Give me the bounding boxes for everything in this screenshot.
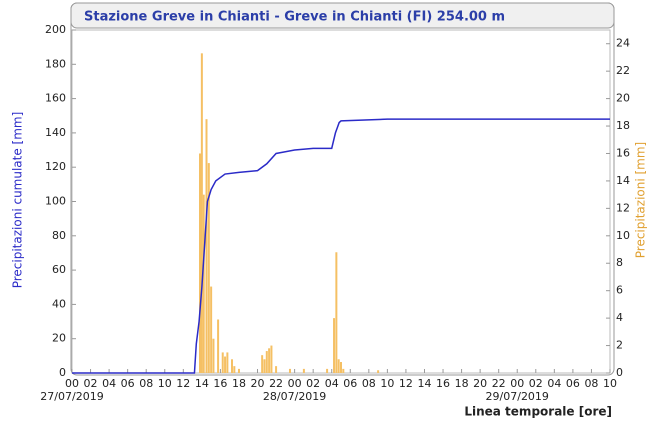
- y-tick-label: 200: [45, 23, 66, 36]
- bar: [207, 163, 210, 373]
- x-tick-label: 14: [195, 377, 209, 390]
- x-tick-label: 12: [176, 377, 190, 390]
- y-tick-label: 120: [45, 160, 66, 173]
- x-tick-label: 10: [158, 377, 172, 390]
- bar: [340, 362, 342, 373]
- y2-tick-label: 18: [616, 119, 630, 132]
- x-date-label: 27/07/2019: [40, 390, 103, 403]
- bar: [205, 119, 208, 374]
- bar: [210, 286, 213, 373]
- x-tick-label: 00: [510, 377, 524, 390]
- x-tick-label: 16: [436, 377, 450, 390]
- x-tick-label: 08: [139, 377, 153, 390]
- x-tick-label: 02: [306, 377, 320, 390]
- bar: [212, 338, 215, 373]
- bar: [288, 368, 291, 373]
- x-tick-label: 14: [417, 377, 431, 390]
- bar: [270, 345, 273, 373]
- x-tick-label: 04: [547, 377, 561, 390]
- x-tick-label: 12: [399, 377, 413, 390]
- x-tick-label: 06: [566, 377, 580, 390]
- y2-tick-label: 8: [616, 256, 623, 269]
- y2-tick-label: 14: [616, 174, 630, 187]
- x-tick-label: 20: [251, 377, 265, 390]
- bar: [261, 355, 264, 373]
- x-tick-label: 00: [288, 377, 302, 390]
- bar: [217, 319, 220, 373]
- x-tick-label: 22: [269, 377, 283, 390]
- y-axis-label: Precipitazioni cumulate [mm]: [11, 112, 25, 289]
- y2-tick-label: 4: [616, 311, 623, 324]
- x-tick-label: 06: [121, 377, 135, 390]
- x-axis-label: Linea temporale [ore]: [464, 405, 612, 419]
- line: [72, 118, 610, 374]
- x-tick-label: 04: [325, 377, 339, 390]
- y-tick-label: 140: [45, 126, 66, 139]
- x-tick-label: 06: [343, 377, 357, 390]
- bar: [275, 366, 278, 373]
- bar: [377, 370, 380, 373]
- y2-tick-label: 10: [616, 229, 630, 242]
- y2-tick-label: 24: [616, 37, 630, 50]
- bar: [268, 348, 271, 373]
- bar: [237, 368, 240, 373]
- y-tick-label: 100: [45, 195, 66, 208]
- y-tick-label: 40: [52, 297, 66, 310]
- y2-tick-label: 2: [616, 339, 623, 352]
- x-tick-label: 10: [380, 377, 394, 390]
- x-date-label: 29/07/2019: [486, 390, 549, 403]
- bar: [333, 318, 336, 373]
- y-tick-label: 80: [52, 229, 66, 242]
- bar: [342, 368, 345, 373]
- y-tick-label: 180: [45, 57, 66, 70]
- y2-tick-label: 20: [616, 92, 630, 105]
- bar: [226, 352, 229, 373]
- x-tick-label: 22: [492, 377, 506, 390]
- y-tick-label: 20: [52, 332, 66, 345]
- plot-area: [71, 29, 611, 374]
- bar: [326, 368, 329, 373]
- y-tick-label: 160: [45, 92, 66, 105]
- x-tick-label: 00: [65, 377, 79, 390]
- x-tick-label: 02: [84, 377, 98, 390]
- y2-tick-label: 0: [616, 366, 623, 379]
- bar: [265, 351, 268, 373]
- y2-tick-label: 16: [616, 146, 630, 159]
- x-date-label: 28/07/2019: [263, 390, 326, 403]
- bar: [200, 53, 203, 373]
- x-tick-label: 18: [232, 377, 246, 390]
- bar: [263, 359, 266, 373]
- bar: [199, 153, 202, 373]
- bar: [337, 359, 340, 373]
- y2-axis-label: Precipitazioni [mm]: [634, 142, 648, 259]
- x-tick-label: 16: [213, 377, 227, 390]
- bar: [202, 194, 205, 373]
- header: [70, 2, 615, 29]
- x-tick-label: 02: [529, 377, 543, 390]
- x-tick-label: 20: [473, 377, 487, 390]
- chart-title: Stazione Greve in Chianti - Greve in Chi…: [84, 10, 505, 25]
- y-tick-label: 0: [59, 366, 66, 379]
- bar: [221, 352, 224, 373]
- bar: [302, 368, 305, 373]
- bar: [231, 359, 234, 373]
- bar: [224, 356, 227, 373]
- y2-tick-label: 12: [616, 201, 630, 214]
- y2-tick-label: 6: [616, 284, 623, 297]
- x-tick-label: 08: [584, 377, 598, 390]
- x-tick-label: 08: [362, 377, 376, 390]
- bar: [335, 252, 338, 373]
- y-tick-label: 60: [52, 263, 66, 276]
- x-tick-label: 18: [455, 377, 469, 390]
- x-tick-label: 04: [102, 377, 116, 390]
- x-tick-label: 10: [603, 377, 617, 390]
- y2-tick-label: 22: [616, 64, 630, 77]
- bar: [233, 366, 236, 373]
